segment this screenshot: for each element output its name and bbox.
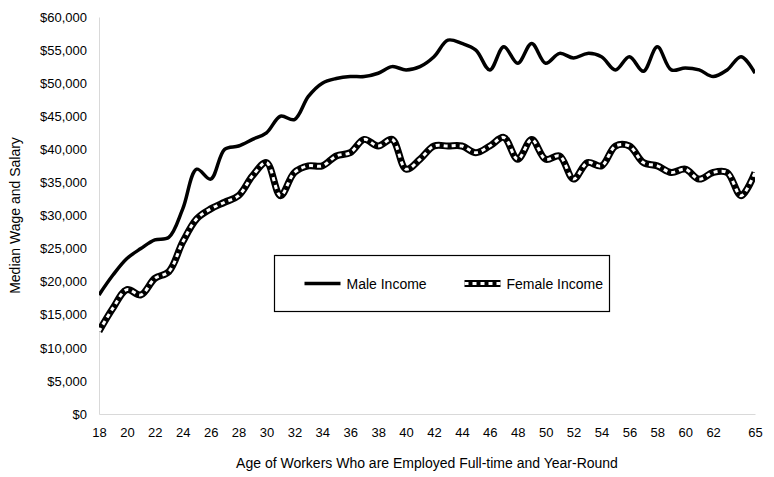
x-tick: 52 — [567, 414, 581, 440]
x-tick: 62 — [706, 414, 720, 440]
x-tick-label: 36 — [343, 425, 357, 440]
y-tick: $10,000 — [40, 340, 99, 355]
x-tick: 36 — [343, 414, 357, 440]
x-tick-label: 46 — [483, 425, 497, 440]
x-tick: 65 — [748, 414, 762, 440]
y-tick: $40,000 — [40, 142, 99, 157]
chart: $0 $5,000 $10,000 $15,000 $20,000 $25,000 $30,… — [0, 0, 774, 477]
x-tick: 20 — [120, 414, 134, 440]
x-tick-label: 44 — [455, 425, 469, 440]
y-tick-label: $35,000 — [40, 175, 87, 190]
x-tick-label: 38 — [371, 425, 385, 440]
legend-swatch — [305, 282, 341, 286]
y-tick-label: $20,000 — [40, 274, 87, 289]
y-tick-label: $60,000 — [40, 10, 87, 25]
y-tick: $45,000 — [40, 109, 99, 124]
series-line-dash — [99, 137, 755, 331]
x-tick: 46 — [483, 414, 497, 440]
lines — [99, 40, 755, 331]
x-tick-label: 22 — [148, 425, 162, 440]
x-tick: 24 — [176, 414, 190, 440]
x-tick-label: 65 — [748, 425, 762, 440]
y-tick-label: $5,000 — [47, 374, 87, 389]
y-tick-label: $30,000 — [40, 208, 87, 223]
x-axis: 18 20 22 24 26 28 30 32 34 36 38 40 42 44 46 48 50 52 54 56… — [92, 414, 762, 440]
legend-swatch-dash — [465, 282, 501, 285]
x-tick: 40 — [399, 414, 413, 440]
y-axis: $0 $5,000 $10,000 $15,000 $20,000 $25,000 $30,… — [40, 10, 100, 422]
legend: Male Income Female Income — [275, 256, 610, 312]
y-tick-label: $50,000 — [40, 76, 87, 91]
y-tick: $20,000 — [40, 274, 99, 289]
x-tick-label: 42 — [427, 425, 441, 440]
x-tick-label: 50 — [539, 425, 553, 440]
x-tick-label: 56 — [623, 425, 637, 440]
x-tick: 18 — [92, 414, 106, 440]
y-tick: $55,000 — [40, 43, 99, 58]
x-tick-label: 20 — [120, 425, 134, 440]
y-tick: $15,000 — [40, 307, 99, 322]
y-tick: $50,000 — [40, 76, 99, 91]
y-tick: $35,000 — [40, 175, 99, 190]
x-tick-label: 26 — [204, 425, 218, 440]
x-tick: 42 — [427, 414, 441, 440]
x-tick-label: 58 — [651, 425, 665, 440]
y-tick-label: $25,000 — [40, 241, 87, 256]
x-tick-label: 40 — [399, 425, 413, 440]
y-tick-label: $45,000 — [40, 109, 87, 124]
x-tick-label: 52 — [567, 425, 581, 440]
x-tick: 28 — [232, 414, 246, 440]
y-tick-label: $0 — [73, 407, 87, 422]
legend-swatch — [465, 280, 501, 287]
x-tick: 56 — [623, 414, 637, 440]
legend-box — [275, 256, 610, 312]
x-tick: 32 — [288, 414, 302, 440]
y-tick: $60,000 — [40, 10, 99, 25]
y-tick: $30,000 — [40, 208, 99, 223]
x-tick: 26 — [204, 414, 218, 440]
x-tick-label: 60 — [678, 425, 692, 440]
x-tick: 58 — [651, 414, 665, 440]
x-axis-line — [100, 414, 756, 415]
x-axis-title: Age of Workers Who are Employed Full-tim… — [236, 455, 618, 471]
y-tick-label: $55,000 — [40, 43, 87, 58]
series-line — [99, 137, 755, 331]
y-axis-line — [99, 18, 100, 415]
x-tick: 22 — [148, 414, 162, 440]
x-tick-label: 30 — [260, 425, 274, 440]
y-tick-label: $40,000 — [40, 142, 87, 157]
y-tick: $5,000 — [47, 374, 99, 389]
y-axis-title: Median Wage and Salary — [7, 137, 23, 294]
x-tick: 60 — [678, 414, 692, 440]
x-tick-label: 62 — [706, 425, 720, 440]
x-tick-label: 34 — [316, 425, 330, 440]
y-tick-label: $10,000 — [40, 340, 87, 355]
x-tick-label: 32 — [288, 425, 302, 440]
x-tick: 48 — [511, 414, 525, 440]
x-tick: 44 — [455, 414, 469, 440]
y-tick: $25,000 — [40, 241, 99, 256]
plot: $0 $5,000 $10,000 $15,000 $20,000 $25,000 $30,… — [40, 10, 763, 441]
legend-label: Female Income — [507, 276, 604, 292]
legend-label: Male Income — [347, 276, 427, 292]
x-tick-label: 18 — [92, 425, 106, 440]
x-tick-label: 28 — [232, 425, 246, 440]
x-tick-label: 24 — [176, 425, 190, 440]
y-tick: $0 — [73, 407, 99, 422]
y-tick-label: $15,000 — [40, 307, 87, 322]
x-tick: 34 — [316, 414, 330, 440]
x-tick-label: 54 — [595, 425, 609, 440]
x-tick: 54 — [595, 414, 609, 440]
x-tick: 30 — [260, 414, 274, 440]
x-tick: 38 — [371, 414, 385, 440]
x-tick: 50 — [539, 414, 553, 440]
x-tick-label: 48 — [511, 425, 525, 440]
